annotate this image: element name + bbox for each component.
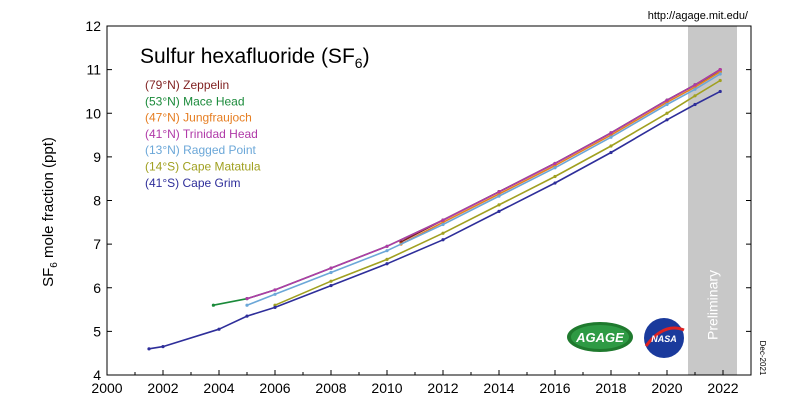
data-point [385,249,389,253]
data-point [718,72,722,76]
x-tick-label: 2002 [147,380,178,396]
series-line-jungfraujoch [400,71,721,245]
data-point [441,238,445,242]
x-tick-label: 2020 [651,380,682,396]
data-point [329,283,333,288]
data-point [693,94,697,98]
data-point [329,270,333,275]
x-tick-label: 2010 [371,380,402,396]
axis-ticks: 2000 2002 2004 2006 2008 2010 2012 2014 2016 2018… [85,18,751,396]
y-tick-label: 5 [93,323,101,339]
y-tick-label: 9 [93,149,101,165]
data-point [718,68,722,72]
legend-entry: (41°S) Cape Grim [145,176,241,190]
data-point [329,279,333,283]
preliminary-label: Preliminary [705,270,721,340]
data-point [609,131,613,135]
data-point [245,297,249,301]
y-tick-label: 11 [86,62,101,78]
data-point [211,303,215,307]
data-point [693,87,697,91]
data-point [553,166,557,170]
source-url: http://agage.mit.edu/ [648,10,749,22]
data-point [553,181,557,185]
x-tick-label: 2000 [91,380,122,396]
legend-entry: (79°N) Zeppelin [145,78,229,92]
y-tick-label: 8 [93,193,101,209]
legend: (79°N) Zeppelin (53°N) Mace Head (47°N) Ju… [145,78,261,190]
data-point [609,135,613,139]
chart-title: Sulfur hexafluoride (SF6) [140,45,370,71]
x-tick-label: 2014 [483,380,514,396]
series-line-ragged-point [246,73,721,306]
series-line-cape-matatula [274,79,721,306]
data-point [147,347,151,351]
series-line-mace-head [213,71,721,306]
legend-entry: (53°N) Mace Head [145,94,245,108]
data-point [385,244,389,248]
x-tick-label: 2018 [595,380,626,396]
data-point [441,218,445,222]
data-point [497,203,501,207]
data-point [497,209,501,214]
data-point [497,194,501,198]
y-tick-label: 10 [85,105,101,121]
x-tick-label: 2004 [203,380,234,396]
series-line-trinidad-head [246,68,721,300]
legend-entry: (14°S) Cape Matatula [145,160,261,174]
data-point [441,231,445,235]
agage-logo-text: AGAGE [575,330,624,345]
x-tick-label: 2016 [539,380,570,396]
data-point [273,292,277,296]
x-tick-label: 2006 [259,380,290,396]
legend-entry: (47°N) Jungfraujoch [145,111,252,125]
data-point [245,303,249,307]
x-tick-label: 2012 [427,380,458,396]
y-tick-label: 4 [93,367,101,383]
data-point [497,190,501,194]
data-point [217,327,221,331]
data-point [161,345,165,349]
data-point [553,174,557,179]
data-point [441,222,445,227]
nasa-logo-text: NASA [651,334,677,344]
data-point [385,257,389,261]
data-point [385,262,389,266]
data-point [665,111,669,115]
data-point [693,102,697,107]
data-point [718,78,722,83]
y-tick-label: 6 [93,280,101,296]
y-tick-label: 12 [85,18,101,34]
y-axis-label: SF6 mole fraction (ppt) [40,137,60,287]
data-point [665,118,669,122]
data-point [553,161,557,166]
date-stamp: Dec-2021 [758,341,767,376]
series-line-cape-grim [148,90,721,350]
y-tick-label: 7 [93,236,101,252]
data-point [273,288,277,292]
x-tick-label: 2022 [707,380,738,396]
legend-entry: (13°N) Ragged Point [145,143,257,157]
data-point [245,314,249,318]
data-point [718,89,722,94]
nasa-logo: NASA [644,318,685,358]
data-point [609,150,613,155]
data-point [665,102,669,107]
data-point [609,144,613,148]
agage-logo: AGAGE [567,322,633,352]
series-line-zeppelin [400,68,721,243]
series-lines [147,68,722,351]
data-point [665,98,669,102]
data-point [329,266,333,270]
data-point [693,83,697,87]
x-tick-label: 2008 [315,380,346,396]
data-point [273,305,277,309]
legend-entry: (41°N) Trinidad Head [145,127,258,141]
